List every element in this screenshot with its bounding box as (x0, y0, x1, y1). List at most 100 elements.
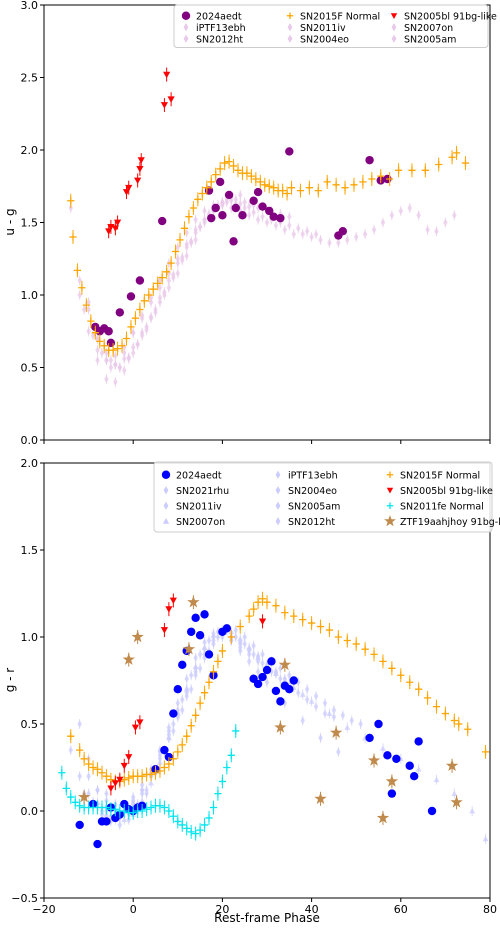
legend-label: SN2007on (176, 517, 225, 528)
data-point (165, 606, 173, 613)
data-point (282, 225, 288, 234)
data-point (129, 809, 137, 817)
data-point (261, 181, 269, 189)
data-point (200, 689, 209, 697)
data-point (104, 375, 109, 383)
data-point (191, 613, 200, 623)
legend-marker (286, 12, 294, 19)
legend-marker (287, 34, 293, 43)
data-point (215, 633, 221, 641)
data-point (408, 166, 416, 174)
data-point (106, 338, 116, 348)
data-point (237, 191, 243, 199)
data-point (77, 720, 82, 728)
data-point (245, 612, 253, 620)
data-point (386, 175, 394, 183)
data-point (299, 691, 306, 697)
data-point (117, 363, 123, 372)
legend-marker (287, 23, 293, 32)
data-point (187, 828, 195, 836)
data-point (184, 228, 189, 237)
x-axis-label: Rest-frame Phase (214, 911, 320, 925)
data-point (62, 784, 70, 792)
data-point (69, 233, 77, 241)
data-point (142, 805, 151, 813)
data-point (126, 292, 136, 301)
data-point (185, 213, 193, 221)
data-point (251, 201, 256, 209)
data-point (184, 674, 189, 683)
data-point (195, 631, 205, 640)
data-point (122, 354, 127, 363)
legend-item: SN2015F Normal (286, 11, 380, 22)
data-point (67, 732, 75, 740)
data-point (249, 196, 258, 205)
data-point (329, 726, 343, 738)
data-point (95, 346, 100, 354)
data-point (175, 269, 181, 278)
data-point (433, 776, 440, 783)
data-point (225, 158, 233, 166)
series-sn2005bl-91bg-like (105, 67, 175, 239)
data-point (138, 807, 146, 815)
data-point (285, 685, 294, 694)
data-point (415, 766, 422, 772)
data-point (340, 711, 346, 720)
data-point (86, 305, 91, 314)
data-point (450, 795, 463, 808)
y-tick-label: 0.0 (21, 805, 39, 818)
data-point (139, 797, 146, 803)
data-point (331, 713, 337, 721)
data-point (247, 172, 255, 180)
data-point (157, 276, 163, 285)
x-tick-label: 0 (130, 903, 137, 916)
data-point (295, 224, 301, 233)
data-point (116, 776, 124, 784)
data-point (102, 803, 111, 812)
data-point (102, 817, 111, 826)
data-point (67, 197, 75, 205)
data-point (305, 184, 313, 192)
data-point (96, 337, 104, 345)
data-point (160, 627, 169, 634)
data-point (243, 169, 251, 177)
data-point (135, 340, 140, 349)
data-point (283, 189, 291, 198)
data-point (157, 283, 163, 292)
y-tick-label: 0.0 (21, 434, 39, 447)
data-point (345, 236, 350, 244)
legend-marker (390, 13, 398, 19)
data-point (148, 780, 155, 786)
data-point (214, 657, 222, 665)
data-point (327, 238, 332, 247)
data-point (140, 297, 148, 305)
data-point (211, 640, 216, 648)
data-point (322, 699, 328, 708)
data-point (256, 178, 264, 186)
data-point (85, 760, 93, 768)
series-sn2011fe-normal (58, 723, 240, 841)
data-point (108, 363, 114, 372)
data-point (153, 308, 158, 317)
y-tick-label: 2.0 (21, 144, 39, 157)
data-point (90, 331, 96, 340)
data-point (441, 709, 449, 718)
data-point (336, 238, 341, 247)
data-point (111, 780, 119, 787)
series-sn2011iv (90, 625, 337, 830)
data-point (290, 612, 298, 620)
data-point (223, 763, 231, 772)
data-point (425, 225, 430, 234)
data-point (258, 595, 267, 603)
data-point (148, 312, 154, 321)
data-point (452, 149, 461, 157)
series-sn2015f-normal (67, 145, 470, 358)
data-point (304, 227, 310, 236)
legend-label: SN2005bl 91bg-like (404, 11, 497, 22)
data-point (227, 633, 235, 641)
data-point (258, 618, 267, 625)
data-point (171, 247, 180, 256)
data-point (104, 327, 113, 336)
data-point (289, 676, 298, 685)
data-point (205, 814, 213, 822)
